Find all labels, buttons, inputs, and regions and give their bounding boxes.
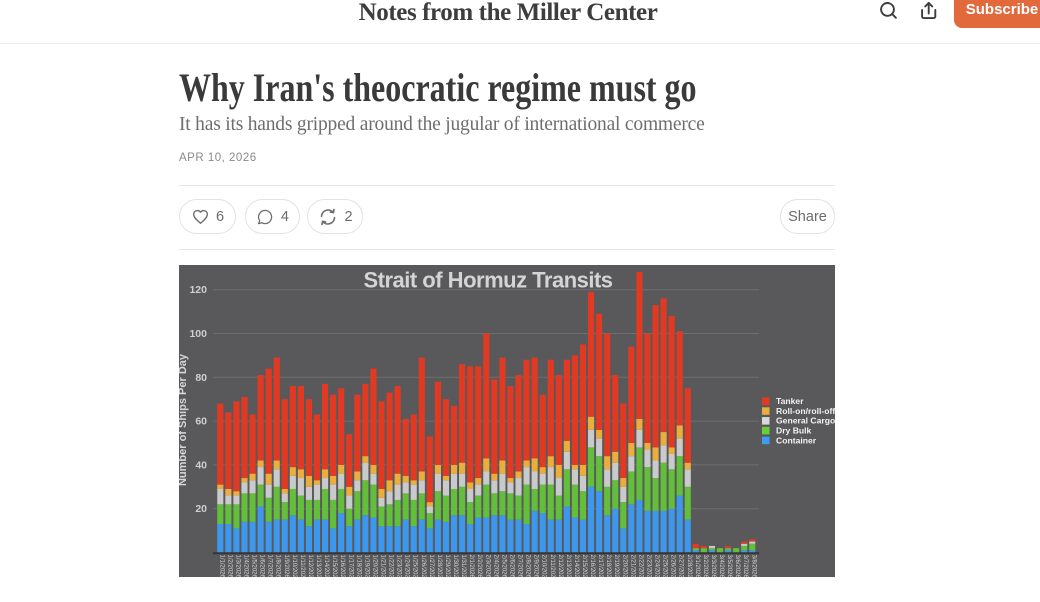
svg-text:1/11/2026: 1/11/2026 (299, 555, 305, 578)
svg-text:1/9/2026: 1/9/2026 (283, 555, 289, 578)
svg-text:3/2/2026: 3/2/2026 (702, 555, 708, 578)
svg-text:3/3/2026: 3/3/2026 (710, 555, 716, 578)
svg-text:2/14/2026: 2/14/2026 (573, 555, 579, 578)
svg-text:2/22/2026: 2/22/2026 (637, 555, 643, 578)
svg-text:1/4/2026: 1/4/2026 (242, 555, 248, 578)
svg-text:1/8/2026: 1/8/2026 (275, 555, 281, 578)
svg-text:1/6/2026: 1/6/2026 (259, 555, 265, 578)
svg-text:2/25/2026: 2/25/2026 (662, 555, 668, 578)
svg-text:2/2/2026: 2/2/2026 (476, 555, 482, 578)
svg-text:1/25/2026: 1/25/2026 (412, 555, 418, 578)
svg-text:2/27/2026: 2/27/2026 (678, 555, 684, 578)
svg-text:40: 40 (195, 459, 207, 471)
svg-text:1/28/2026: 1/28/2026 (436, 555, 442, 578)
svg-text:1/23/2026: 1/23/2026 (396, 555, 402, 578)
svg-text:1/21/2026: 1/21/2026 (380, 555, 386, 578)
svg-text:2/26/2026: 2/26/2026 (670, 555, 676, 578)
svg-text:1/18/2026: 1/18/2026 (355, 555, 361, 578)
svg-text:Number of Ships Per Day: Number of Ships Per Day (179, 353, 189, 486)
svg-text:General Cargo: General Cargo (776, 416, 835, 426)
svg-text:2/16/2026: 2/16/2026 (589, 555, 595, 578)
svg-text:1/24/2026: 1/24/2026 (404, 555, 410, 578)
svg-text:2/6/2026: 2/6/2026 (508, 555, 514, 578)
svg-text:1/30/2026: 1/30/2026 (452, 555, 458, 578)
svg-text:1/12/2026: 1/12/2026 (307, 555, 313, 578)
svg-text:2/18/2026: 2/18/2026 (605, 555, 611, 578)
svg-text:20: 20 (195, 503, 207, 515)
svg-text:2/24/2026: 2/24/2026 (654, 555, 660, 578)
svg-text:1/1/2026: 1/1/2026 (218, 555, 224, 578)
svg-text:1/29/2026: 1/29/2026 (444, 555, 450, 578)
svg-text:1/3/2026: 1/3/2026 (234, 555, 240, 578)
svg-text:3/6/2026: 3/6/2026 (734, 555, 740, 578)
svg-text:1/15/2026: 1/15/2026 (331, 555, 337, 578)
svg-text:2/8/2026: 2/8/2026 (525, 555, 531, 578)
svg-text:2/7/2026: 2/7/2026 (517, 555, 523, 578)
svg-text:1/31/2026: 1/31/2026 (460, 555, 466, 578)
svg-text:2/21/2026: 2/21/2026 (629, 555, 635, 578)
svg-text:2/12/2026: 2/12/2026 (557, 555, 563, 578)
svg-text:3/8/2026: 3/8/2026 (750, 555, 756, 578)
svg-text:2/28/2026: 2/28/2026 (686, 555, 692, 578)
svg-text:2/11/2026: 2/11/2026 (549, 555, 555, 578)
svg-text:1/16/2026: 1/16/2026 (339, 555, 345, 578)
svg-text:80: 80 (195, 372, 207, 384)
svg-text:1/17/2026: 1/17/2026 (347, 555, 353, 578)
svg-text:2/17/2026: 2/17/2026 (597, 555, 603, 578)
svg-text:1/5/2026: 1/5/2026 (251, 555, 257, 578)
svg-text:100: 100 (189, 328, 207, 340)
svg-text:3/4/2026: 3/4/2026 (718, 555, 724, 578)
svg-text:1/10/2026: 1/10/2026 (291, 555, 297, 578)
svg-text:1/22/2026: 1/22/2026 (388, 555, 394, 578)
svg-text:2/9/2026: 2/9/2026 (533, 555, 539, 578)
svg-text:2/10/2026: 2/10/2026 (541, 555, 547, 578)
svg-text:Container: Container (776, 435, 817, 445)
svg-text:1/26/2026: 1/26/2026 (420, 555, 426, 578)
svg-text:2/15/2026: 2/15/2026 (581, 555, 587, 578)
svg-text:1/14/2026: 1/14/2026 (323, 555, 329, 578)
svg-text:Dry Bulk: Dry Bulk (776, 426, 812, 436)
svg-text:60: 60 (195, 416, 207, 428)
svg-text:3/5/2026: 3/5/2026 (726, 555, 732, 578)
svg-text:3/1/2026: 3/1/2026 (694, 555, 700, 578)
svg-text:1/20/2026: 1/20/2026 (371, 555, 377, 578)
svg-text:1/27/2026: 1/27/2026 (428, 555, 434, 578)
svg-text:2/13/2026: 2/13/2026 (565, 555, 571, 578)
svg-text:2/3/2026: 2/3/2026 (484, 555, 490, 578)
svg-text:2/1/2026: 2/1/2026 (468, 555, 474, 578)
svg-text:1/2/2026: 1/2/2026 (226, 555, 232, 578)
svg-text:1/13/2026: 1/13/2026 (315, 555, 321, 578)
svg-text:2/20/2026: 2/20/2026 (621, 555, 627, 578)
svg-text:2/5/2026: 2/5/2026 (500, 555, 506, 578)
svg-text:1/7/2026: 1/7/2026 (267, 555, 273, 578)
svg-text:2/23/2026: 2/23/2026 (645, 555, 651, 578)
svg-text:Roll-on/roll-off: Roll-on/roll-off (776, 406, 835, 416)
svg-text:120: 120 (189, 284, 207, 296)
svg-text:3/7/2026: 3/7/2026 (742, 555, 748, 578)
svg-text:Strait of Hormuz Transits: Strait of Hormuz Transits (363, 267, 612, 292)
svg-text:2/19/2026: 2/19/2026 (613, 555, 619, 578)
svg-text:Tanker: Tanker (776, 396, 804, 406)
svg-text:1/19/2026: 1/19/2026 (363, 555, 369, 578)
svg-text:2/4/2026: 2/4/2026 (492, 555, 498, 578)
